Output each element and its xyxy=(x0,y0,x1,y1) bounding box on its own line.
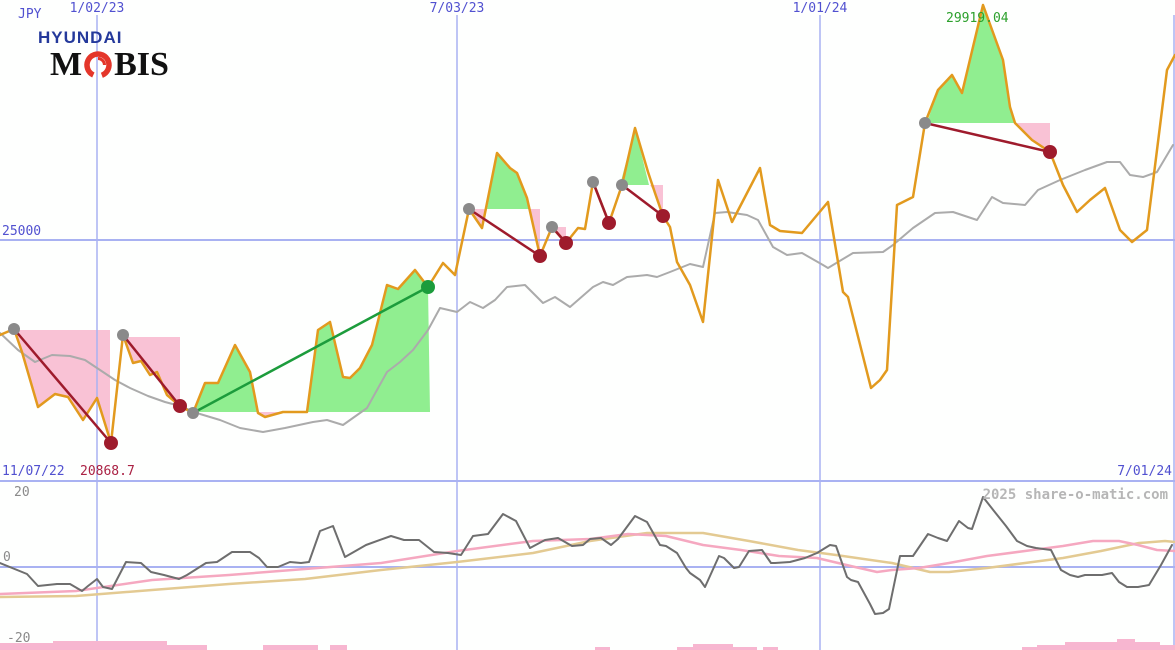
histogram-bar-13 xyxy=(1117,639,1135,650)
logo-hyundai-text: HYUNDAI xyxy=(38,28,123,47)
fill-drawdown-pink-6 xyxy=(650,185,663,216)
marker-trough-gray-2 xyxy=(187,407,199,419)
series-oscillator-tan xyxy=(0,531,1175,599)
marker-peak-gray-4 xyxy=(546,221,558,233)
x-axis-date-3: 1/01/24 xyxy=(792,1,848,16)
histogram-bar-3 xyxy=(263,645,318,650)
drawdown-line-7 xyxy=(924,121,1051,154)
watermark: 2025 share-o-matic.com xyxy=(982,487,1168,503)
series-moving-average xyxy=(0,144,1174,433)
oscillator-tick-20: 20 xyxy=(14,485,30,500)
histogram-bar-0 xyxy=(0,643,53,650)
histogram-bar-8 xyxy=(733,647,757,650)
fill-runup-green-3 xyxy=(487,153,529,209)
x-axis-start-date: 11/07/22 xyxy=(2,464,65,479)
marker-trough-red-10 xyxy=(533,249,547,263)
oscillator-tick-0: 0 xyxy=(3,550,11,565)
marker-trough-red-13 xyxy=(656,209,670,223)
histogram-bar-15 xyxy=(1160,645,1175,650)
histogram-bar-4 xyxy=(330,645,347,650)
price-gridline-label: 25000 xyxy=(2,224,42,239)
marker-trough-red-8 xyxy=(104,436,118,450)
marker-peak-gray-1 xyxy=(117,329,129,341)
histogram-bar-5 xyxy=(595,647,610,650)
fill-runup-green-5 xyxy=(927,5,1014,123)
histogram-bar-14 xyxy=(1135,642,1160,650)
histogram-bar-7 xyxy=(693,644,733,650)
fill-runup-green-4 xyxy=(620,128,649,185)
marker-trough-red-12 xyxy=(602,216,616,230)
drawdown-line-2 xyxy=(122,334,181,407)
currency-label: JPY xyxy=(18,7,42,22)
drawdown-line-3 xyxy=(468,207,541,258)
x-axis-end-date: 7/01/24 xyxy=(1117,464,1172,479)
high-price-label: 29919.04 xyxy=(946,11,1009,26)
histogram-bar-11 xyxy=(1037,645,1065,650)
drawdown-line-1 xyxy=(13,328,112,444)
series-oscillator-pink xyxy=(0,532,1175,596)
marker-peak-gray-6 xyxy=(616,179,628,191)
marker-peak-gray-5 xyxy=(587,176,599,188)
marker-peak-green-15 xyxy=(421,280,435,294)
marker-peak-gray-7 xyxy=(919,117,931,129)
histogram-bar-2 xyxy=(167,645,207,650)
runup-line-1 xyxy=(192,285,429,415)
logo-mobis-m: M xyxy=(50,46,83,83)
x-axis-date-1: 1/02/23 xyxy=(69,1,125,16)
mobis-o-swirl-icon xyxy=(83,50,113,80)
hyundai-mobis-logo: HYUNDAI M BIS xyxy=(38,28,169,84)
logo-mobis-bis: BIS xyxy=(114,46,169,83)
logo-mobis-text: M BIS xyxy=(50,46,169,84)
drawdown-line-5 xyxy=(591,181,611,224)
marker-peak-gray-0 xyxy=(8,323,20,335)
marker-trough-red-11 xyxy=(559,236,573,250)
histogram-bar-6 xyxy=(677,647,693,650)
fill-runup-green-2 xyxy=(307,270,430,412)
fill-runup-green-1 xyxy=(193,345,257,412)
histogram-bar-10 xyxy=(1022,647,1037,650)
marker-peak-gray-3 xyxy=(463,203,475,215)
histogram-bar-1 xyxy=(53,641,167,650)
x-axis-date-2: 7/03/23 xyxy=(429,1,485,16)
oscillator-tick-minus20: -20 xyxy=(7,631,31,646)
histogram-bar-12 xyxy=(1065,642,1117,650)
histogram-bar-9 xyxy=(763,647,778,650)
drawdown-line-6 xyxy=(621,184,664,217)
low-price-label: 20868.7 xyxy=(80,464,135,479)
marker-trough-red-9 xyxy=(173,399,187,413)
series-oscillator-main xyxy=(0,496,1173,615)
marker-trough-red-14 xyxy=(1043,145,1057,159)
